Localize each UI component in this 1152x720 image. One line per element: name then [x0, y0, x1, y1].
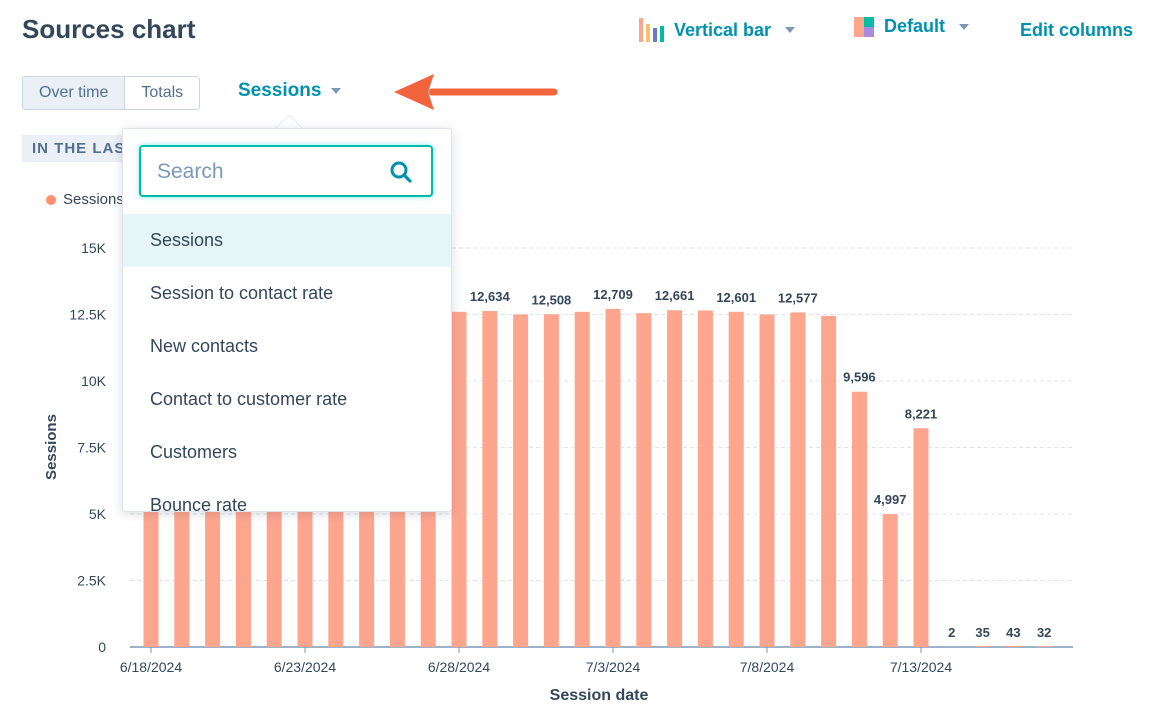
date-range-badge: IN THE LAS [22, 135, 136, 162]
data-label: 12,634 [470, 289, 511, 304]
x-tick-label: 7/13/2024 [890, 659, 952, 675]
data-label: 9,596 [843, 370, 876, 385]
x-axis-title: Session date [550, 687, 649, 704]
data-label: 12,601 [716, 290, 756, 305]
search-icon[interactable] [389, 160, 413, 184]
legend-swatch [46, 194, 56, 205]
data-label: 35 [975, 625, 989, 640]
y-tick-label: 7.5K [77, 440, 106, 456]
bar [574, 311, 590, 647]
bar [851, 391, 867, 647]
over-time-button[interactable]: Over time [23, 77, 126, 109]
bar [821, 315, 837, 647]
x-tick-label: 6/23/2024 [274, 659, 336, 675]
data-label: 43 [1006, 625, 1020, 640]
metric-dropdown: Sessions Session to contact rate New con… [122, 128, 452, 512]
bar [451, 311, 467, 647]
chart-type-select[interactable]: Vertical bar [638, 16, 796, 44]
data-label: 12,709 [593, 287, 633, 302]
data-label: 32 [1037, 625, 1051, 640]
data-label: 2 [948, 625, 955, 640]
bar [605, 308, 621, 647]
edit-columns-link[interactable]: Edit columns [1020, 20, 1134, 40]
data-label: 4,997 [874, 492, 907, 507]
color-scheme-label: Default [884, 16, 946, 36]
bar [1005, 645, 1021, 647]
x-tick-label: 6/18/2024 [120, 659, 182, 675]
y-tick-label: 2.5K [77, 573, 106, 589]
bar [975, 646, 991, 647]
bar [882, 514, 898, 647]
metric-select-label: Sessions [238, 80, 322, 101]
metric-select[interactable]: Sessions [238, 80, 342, 102]
y-tick-label: 5K [89, 506, 107, 522]
chevron-down-icon [331, 88, 342, 94]
bar [636, 313, 652, 647]
y-axis-title: Sessions [43, 414, 60, 480]
y-tick-label: 0 [98, 639, 106, 655]
metric-menu: Sessions Session to contact rate New con… [123, 214, 451, 512]
bar [790, 312, 806, 647]
chart-legend: Sessions [46, 191, 124, 208]
x-tick-label: 6/28/2024 [428, 659, 490, 675]
chevron-down-icon [785, 27, 796, 33]
data-label: 8,221 [905, 406, 938, 421]
bar [913, 428, 929, 647]
menu-item-new-contacts[interactable]: New contacts [150, 336, 259, 356]
chevron-down-icon [959, 23, 970, 30]
y-tick-label: 10K [81, 373, 107, 389]
totals-button[interactable]: Totals [125, 77, 200, 109]
x-tick-label: 7/8/2024 [740, 659, 795, 675]
vertical-bar-chart-icon [639, 18, 664, 42]
color-palette-icon [854, 16, 874, 37]
legend-label: Sessions [63, 191, 124, 208]
menu-item-customers[interactable]: Customers [150, 442, 238, 462]
bar [1036, 646, 1052, 647]
page-title: Sources chart [22, 14, 196, 44]
bar [697, 310, 713, 647]
annotation-arrow [394, 74, 558, 110]
bar [759, 314, 775, 647]
y-tick-label: 12.5K [69, 307, 106, 323]
menu-item-sessions[interactable]: Sessions [123, 214, 451, 267]
y-tick-label: 15K [81, 240, 107, 256]
data-label: 12,661 [655, 288, 695, 303]
menu-item-bounce-rate[interactable]: Bounce rate [150, 495, 248, 512]
color-scheme-select[interactable]: Default [854, 16, 970, 37]
dropdown-pointer [275, 116, 303, 129]
x-tick-label: 7/3/2024 [586, 659, 641, 675]
search-input[interactable] [155, 159, 379, 185]
menu-item-contact-to-customer-rate[interactable]: Contact to customer rate [150, 389, 348, 409]
search-box [139, 145, 433, 197]
bar [543, 314, 559, 647]
data-label: 12,577 [778, 290, 818, 305]
bar [667, 310, 683, 647]
view-toggle: Over time Totals [22, 76, 201, 110]
bar [482, 310, 498, 647]
bar [513, 314, 529, 647]
bar [728, 311, 744, 647]
menu-item-session-to-contact-rate[interactable]: Session to contact rate [150, 283, 334, 303]
chart-type-label: Vertical bar [674, 19, 772, 40]
data-label: 12,508 [532, 292, 572, 307]
